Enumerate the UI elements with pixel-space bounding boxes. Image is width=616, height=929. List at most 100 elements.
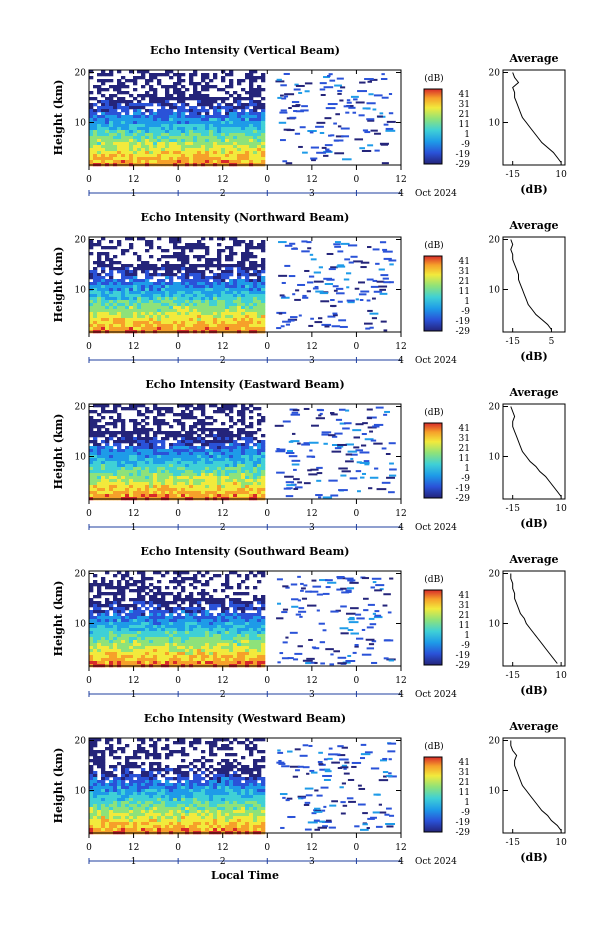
heatmap-cell xyxy=(205,452,210,456)
heatmap-cell xyxy=(97,327,102,331)
heatmap-cell xyxy=(109,297,114,301)
heatmap-cell xyxy=(237,473,242,477)
heatmap-cell xyxy=(97,115,102,119)
heatmap-cell xyxy=(229,419,234,423)
heatmap-cell xyxy=(161,431,166,435)
heatmap-cell xyxy=(149,127,154,131)
heatmap-cell xyxy=(225,607,230,611)
heatmap-cell xyxy=(137,410,142,414)
heatmap-cell xyxy=(209,625,214,629)
heatmap-cell xyxy=(129,118,134,122)
heatmap-cell xyxy=(229,160,234,164)
heatmap-cell xyxy=(101,300,106,304)
heatmap-cell xyxy=(137,103,142,107)
heatmap-cell xyxy=(145,422,150,426)
heatmap-cell xyxy=(181,85,186,89)
heatmap-cell xyxy=(113,151,118,155)
heatmap-cell xyxy=(177,145,182,149)
heatmap-cell xyxy=(229,631,234,635)
heatmap-cell xyxy=(117,619,122,623)
heatmap-cell xyxy=(276,327,282,330)
heatmap-cell xyxy=(177,255,182,259)
heatmap-cell xyxy=(185,616,190,620)
heatmap-cell xyxy=(205,297,210,301)
heatmap-cell xyxy=(121,282,126,286)
heatmap-cell xyxy=(121,136,126,140)
heatmap-cell xyxy=(245,470,250,474)
heatmap-cell xyxy=(325,150,332,153)
heatmap-cell xyxy=(209,634,214,638)
heatmap-cell xyxy=(189,491,194,495)
heatmap-cell xyxy=(169,485,174,489)
heatmap-cell xyxy=(89,285,94,289)
heatmap-cell xyxy=(97,142,102,146)
heatmap-cell xyxy=(105,324,110,328)
heatmap-cell xyxy=(359,81,366,84)
heatmap-cell xyxy=(233,649,238,653)
heatmap-cell xyxy=(241,118,246,122)
heatmap-cell xyxy=(201,631,206,635)
heatmap-cell xyxy=(221,437,226,441)
heatmap-cell xyxy=(109,640,114,644)
heatmap-cell xyxy=(121,133,126,137)
heatmap-cell xyxy=(189,136,194,140)
heatmap-cell xyxy=(93,124,98,128)
heatmap-cell xyxy=(209,452,214,456)
heatmap-cell xyxy=(201,109,206,113)
heatmap-cell xyxy=(233,264,238,268)
heatmap-cell xyxy=(233,613,238,617)
heatmap-cell xyxy=(213,151,218,155)
heatmap-cell xyxy=(201,124,206,128)
heatmap-cell xyxy=(276,448,286,451)
heatmap-cell xyxy=(197,303,202,307)
heatmap-cell xyxy=(193,294,198,298)
heatmap-cell xyxy=(137,130,142,134)
heatmap-cell xyxy=(153,592,158,596)
heatmap-cell xyxy=(153,601,158,605)
heatmap-cell xyxy=(177,613,182,617)
heatmap-cell xyxy=(189,655,194,659)
heatmap-cell xyxy=(213,619,218,623)
heatmap-cell xyxy=(261,452,266,456)
heatmap-cell xyxy=(145,461,150,465)
heatmap-cell xyxy=(193,640,198,644)
heatmap-cell xyxy=(330,134,335,137)
heatmap-cell xyxy=(221,631,226,635)
heatmap-cell xyxy=(153,97,158,101)
heatmap-cell xyxy=(181,634,186,638)
heatmap-cell xyxy=(177,136,182,140)
heatmap-cell xyxy=(189,437,194,441)
heatmap-cell xyxy=(185,142,190,146)
heatmap-cell xyxy=(237,574,242,578)
heatmap-cell xyxy=(249,157,254,161)
heatmap-cell xyxy=(177,461,182,465)
heatmap-cell xyxy=(225,649,230,653)
heatmap-cell xyxy=(157,601,162,605)
heatmap-cell xyxy=(345,409,350,412)
heatmap-cell xyxy=(185,321,190,325)
heatmap-cell xyxy=(177,148,182,152)
heatmap-cell xyxy=(209,577,214,581)
heatmap-cell xyxy=(129,94,134,98)
heatmap-cell xyxy=(89,631,94,635)
heatmap-cell xyxy=(237,625,242,629)
heatmap-cell xyxy=(225,309,230,313)
heatmap-cell xyxy=(217,237,222,241)
heatmap-cell xyxy=(153,273,158,277)
heatmap-cell xyxy=(193,324,198,328)
heatmap-cell xyxy=(177,246,182,250)
heatmap-cell xyxy=(253,452,258,456)
heatmap-cell xyxy=(282,160,288,163)
heatmap-cell xyxy=(201,422,206,426)
heatmap-cell xyxy=(221,628,226,632)
heatmap-cell xyxy=(193,437,198,441)
heatmap-cell xyxy=(221,106,226,110)
heatmap-cell xyxy=(237,607,242,611)
heatmap-cell xyxy=(229,628,234,632)
heatmap-cell xyxy=(330,304,337,307)
heatmap-cell xyxy=(145,324,150,328)
heatmap-cell xyxy=(237,106,242,110)
heatmap-cell xyxy=(185,136,190,140)
heatmap-cell xyxy=(93,625,98,629)
heatmap-cell xyxy=(145,440,150,444)
